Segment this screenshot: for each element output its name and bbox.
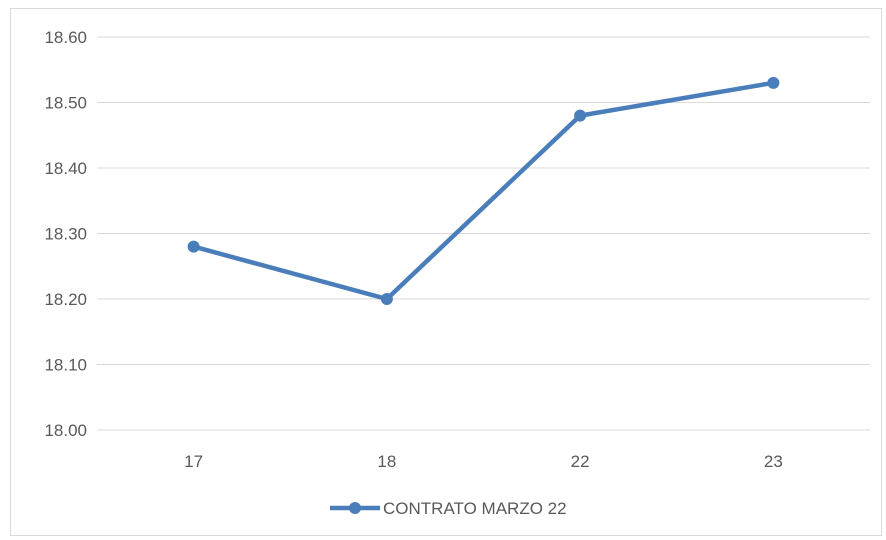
y-tick-label: 18.20 [44,290,87,309]
y-tick-label: 18.10 [44,356,87,375]
y-axis-tick-labels: 18.00 18.10 18.20 18.30 18.40 18.50 18.60 [44,28,87,440]
chart-frame [10,8,882,536]
x-tick-label: 17 [184,452,203,471]
y-tick-label: 18.00 [44,421,87,440]
y-tick-label: 18.40 [44,159,87,178]
y-tick-label: 18.60 [44,28,87,47]
data-point-22 [574,109,587,122]
x-tick-label: 23 [764,452,783,471]
series-group [187,76,780,305]
x-axis-tick-labels: 17 18 22 23 [184,452,783,471]
data-point-17 [187,240,200,253]
y-tick-label: 18.30 [44,225,87,244]
x-tick-label: 22 [571,452,590,471]
series-line [191,80,776,302]
x-tick-label: 18 [377,452,396,471]
legend-marker-swatch [349,502,361,514]
legend: CONTRATO MARZO 22 [330,499,567,518]
legend-label: CONTRATO MARZO 22 [383,499,567,518]
data-point-18 [380,293,393,305]
gridlines [97,36,870,431]
y-tick-label: 18.50 [44,94,87,113]
data-point-23 [767,76,780,89]
